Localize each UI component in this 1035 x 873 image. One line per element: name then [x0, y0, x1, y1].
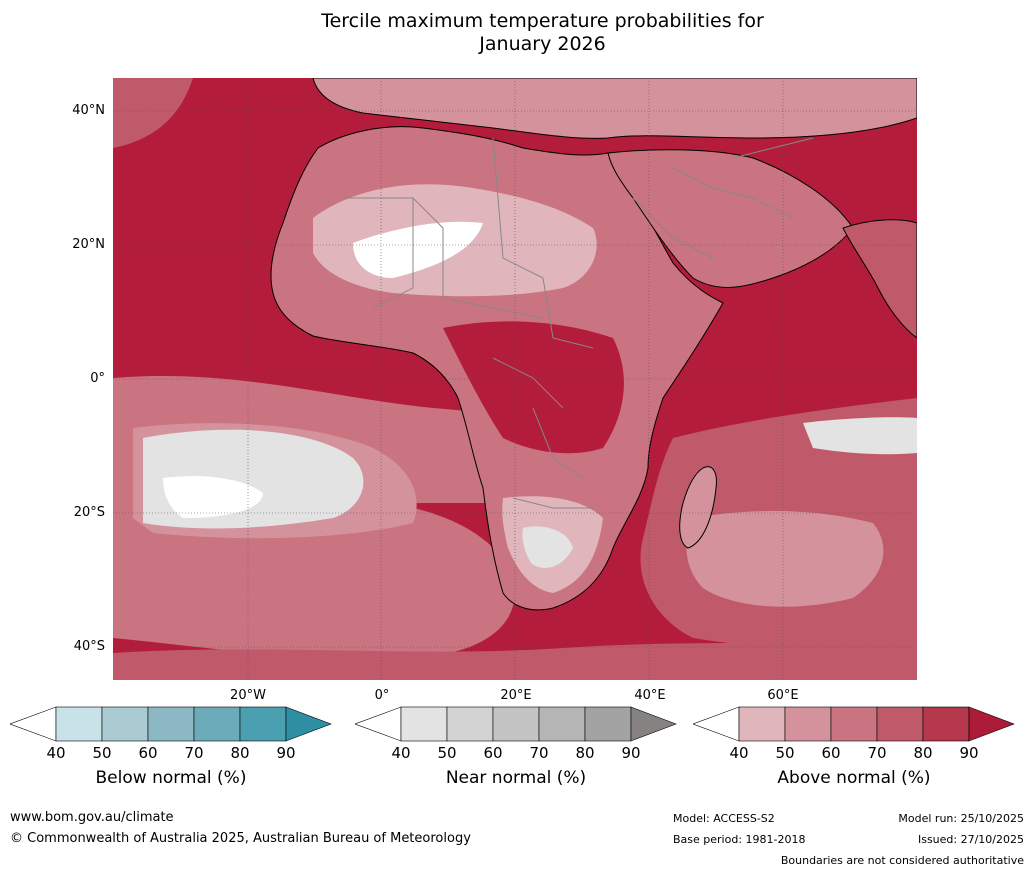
colorbar-swatch [400, 706, 448, 742]
map-canvas [113, 78, 917, 680]
lat-label-20n: 20°N [72, 237, 105, 252]
cb1-tick: 70 [184, 744, 204, 762]
near-normal-atlantic-white [163, 476, 263, 518]
colorbar-swatch [784, 706, 832, 742]
colorbar-swatch [55, 706, 103, 742]
base-period-text: Base period: 1981-2018 [673, 833, 806, 846]
cb3-tick: 50 [775, 744, 795, 762]
colorbar-above-normal [693, 706, 1015, 742]
colorbar-near-svg [355, 706, 677, 742]
model-text: Model: ACCESS-S2 [673, 812, 775, 825]
southern-africa-near-normal [522, 526, 573, 568]
europe-land [312, 78, 917, 139]
lon-label-60e: 60°E [767, 688, 799, 703]
lat-label-20s: 20°S [73, 505, 105, 520]
cb3-tick: 70 [867, 744, 887, 762]
colorbar-swatch [446, 706, 494, 742]
india-land [842, 219, 917, 339]
cb2-tick: 80 [575, 744, 595, 762]
colorbar-swatch [147, 706, 195, 742]
cb3-tick: 80 [913, 744, 933, 762]
title-line-2: January 2026 [479, 33, 606, 55]
issued-text: Issued: 27/10/2025 [917, 833, 1024, 846]
shade-indian-light [686, 511, 884, 607]
country-borders [343, 137, 814, 509]
colorbar-swatch [830, 706, 878, 742]
colorbar-below-svg [10, 706, 332, 742]
colorbar-swatch [239, 706, 287, 742]
colorbar-swatch [193, 706, 241, 742]
cb3-tick: 60 [821, 744, 841, 762]
cb1-tick: 40 [46, 744, 66, 762]
lon-label-20e: 20°E [500, 688, 532, 703]
shade-mid-lat-south [113, 638, 917, 680]
cb1-tick: 80 [230, 744, 250, 762]
lat-label-40s: 40°S [73, 639, 105, 654]
cb2-tick: 70 [529, 744, 549, 762]
lon-label-40e: 40°E [634, 688, 666, 703]
disclaimer-text: Boundaries are not considered authoritat… [780, 854, 1024, 867]
arabia-land [607, 149, 854, 288]
colorbar-swatch [738, 706, 786, 742]
colorbar-below-normal [10, 706, 332, 742]
colorbar-near-label: Near normal (%) [445, 768, 587, 788]
colorbar-swatch [355, 706, 402, 742]
cb2-tick: 40 [391, 744, 411, 762]
colorbar-above-svg [693, 706, 1015, 742]
lat-label-0: 0° [90, 371, 105, 386]
cb2-tick: 90 [621, 744, 641, 762]
probability-map [113, 78, 917, 680]
madagascar-land [679, 466, 717, 549]
colorbar-swatch [101, 706, 149, 742]
cb3-tick: 90 [959, 744, 979, 762]
website-link[interactable]: www.bom.gov.au/climate [10, 810, 174, 825]
colorbar-swatch [876, 706, 924, 742]
cb2-tick: 60 [483, 744, 503, 762]
title-line-1: Tercile maximum temperature probabilitie… [321, 10, 764, 32]
colorbar-swatch [922, 706, 970, 742]
lon-label-0: 0° [374, 688, 390, 703]
graticule [113, 78, 917, 680]
central-africa-dark [443, 321, 624, 454]
colorbar-swatch [10, 706, 57, 742]
map-title: Tercile maximum temperature probabilitie… [0, 10, 1035, 56]
cb1-tick: 90 [276, 744, 296, 762]
colorbar-swatch [492, 706, 540, 742]
colorbar-below-label: Below normal (%) [95, 768, 247, 788]
cb3-tick: 40 [729, 744, 749, 762]
colorbar-above-label: Above normal (%) [777, 768, 931, 788]
colorbar-near-normal [355, 706, 677, 742]
lat-label-40n: 40°N [72, 103, 105, 118]
colorbar-swatch [968, 706, 1015, 742]
model-run-text: Model run: 25/10/2025 [898, 812, 1024, 825]
cb2-tick: 50 [437, 744, 457, 762]
cb1-tick: 60 [138, 744, 158, 762]
cb1-tick: 50 [92, 744, 112, 762]
colorbar-swatch [584, 706, 632, 742]
colorbar-swatch [538, 706, 586, 742]
copyright-text: © Commonwealth of Australia 2025, Austra… [10, 831, 471, 846]
sahara-near-normal [353, 221, 483, 278]
colorbar-swatch [693, 706, 740, 742]
colorbar-swatch [285, 706, 332, 742]
colorbar-swatch [630, 706, 677, 742]
near-normal-indian [803, 417, 917, 455]
shade-north-atlantic [113, 78, 193, 148]
lon-label-20w: 20°W [230, 688, 266, 703]
